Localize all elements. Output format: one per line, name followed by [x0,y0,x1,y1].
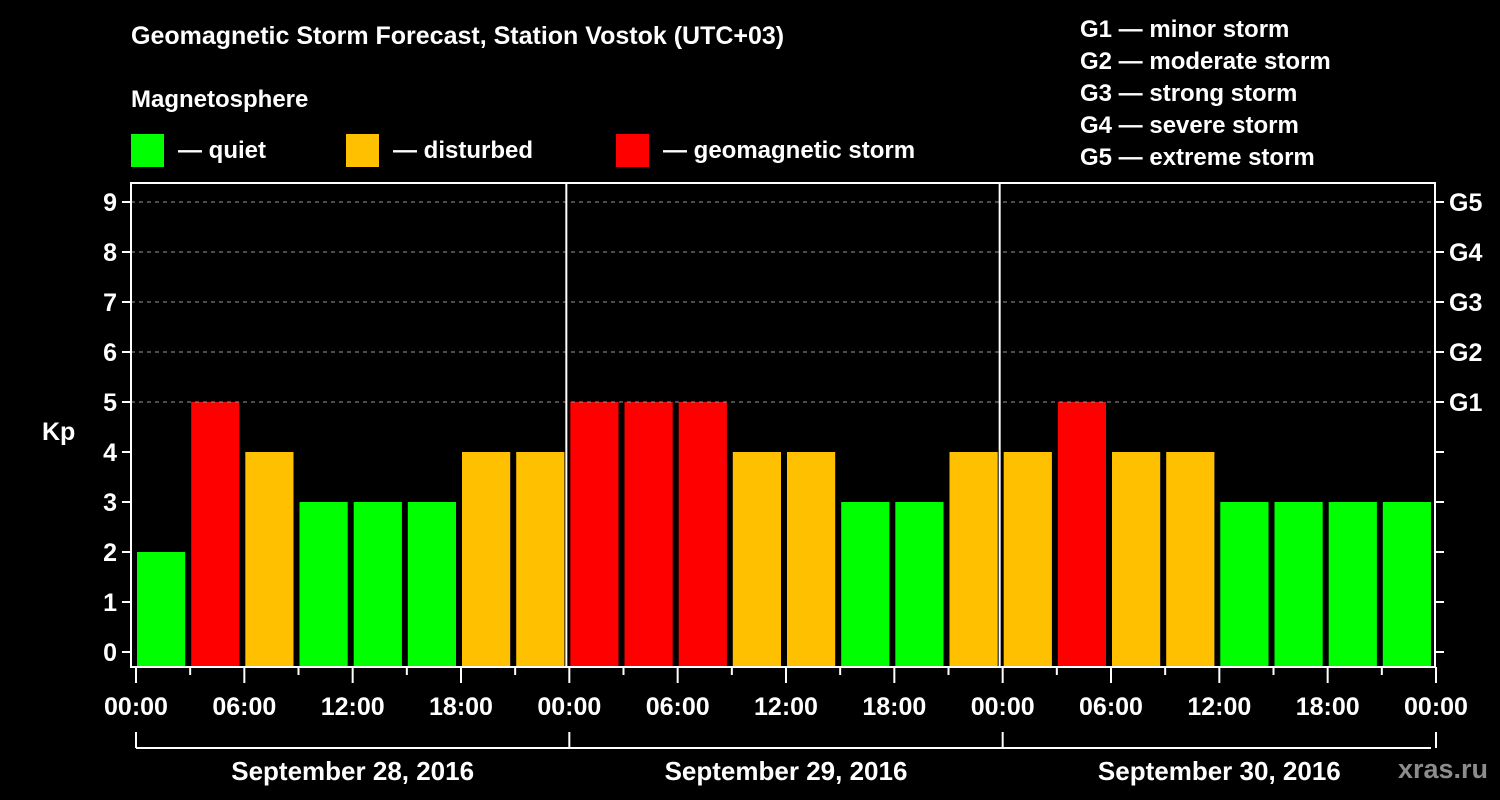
kp-bar [245,452,294,667]
storm-scale-g1: G1 — minor storm [1080,16,1290,43]
y-tick-label: 3 [103,489,117,517]
y-tick-label: 4 [103,439,117,467]
legend-item-disturbed: — disturbed [346,134,533,167]
x-tick-label: 12:00 [321,693,385,721]
kp-bar [1003,452,1052,667]
g-scale-label: G4 [1449,239,1482,267]
kp-bar [516,452,565,667]
watermark: xras.ru [1397,754,1488,784]
y-tick-label: 8 [103,239,117,267]
y-tick-label: 6 [103,339,117,367]
legend-label-disturbed: — disturbed [393,136,534,164]
y-tick-label: 9 [103,189,117,217]
legend-item-quiet: — quiet [131,134,266,167]
kp-bar [191,402,240,667]
kp-bar [462,452,511,667]
legend-swatch-disturbed [346,134,379,167]
kp-bar [841,502,890,667]
x-tick-label: 12:00 [754,693,818,721]
legend-swatch-storm [616,134,649,167]
x-tick-label: 18:00 [862,693,926,721]
y-tick-label: 5 [103,389,117,417]
y-tick-label: 7 [103,289,117,317]
g-scale-label: G5 [1449,189,1482,217]
legend-title: Magnetosphere [131,86,309,113]
g-scale-label: G3 [1449,289,1482,317]
kp-bar [137,552,186,667]
kp-bar [624,402,673,667]
kp-bar [570,402,619,667]
storm-scale-g3: G3 — strong storm [1080,80,1298,107]
x-tick-label: 00:00 [1404,693,1468,721]
legend-label-quiet: — quiet [178,136,266,164]
kp-bar [787,452,836,667]
kp-bar [1328,502,1377,667]
y-tick-label: 1 [103,589,117,617]
kp-bar [1166,452,1215,667]
x-tick-label: 18:00 [429,693,493,721]
kp-bar [1220,502,1269,667]
legend-label-storm: — geomagnetic storm [663,136,916,164]
chart-title: Geomagnetic Storm Forecast, Station Vost… [131,22,785,50]
legend-item-storm: — geomagnetic storm [616,134,915,167]
kp-bar [732,452,781,667]
x-tick-label: 06:00 [646,693,710,721]
x-tick-label: 00:00 [971,693,1035,721]
y-axis-label: Kp [42,418,75,446]
x-tick-label: 12:00 [1187,693,1251,721]
storm-scale-g2: G2 — moderate storm [1080,48,1331,75]
x-tick-label: 06:00 [212,693,276,721]
kp-bar [895,502,944,667]
storm-scale-g4: G4 — severe storm [1080,112,1299,139]
x-tick-label: 06:00 [1079,693,1143,721]
day-label: September 30, 2016 [1098,756,1341,786]
legend-swatch-quiet [131,134,164,167]
y-tick-label: 2 [103,539,117,567]
day-label: September 28, 2016 [231,756,474,786]
x-tick-label: 00:00 [104,693,168,721]
kp-bar [1382,502,1431,667]
kp-bar [1057,402,1106,667]
g-scale-label: G1 [1449,389,1482,417]
kp-bar [407,502,456,667]
kp-bar [949,452,998,667]
kp-bar [353,502,402,667]
x-tick-label: 18:00 [1296,693,1360,721]
kp-bar [678,402,727,667]
y-tick-label: 0 [103,639,117,667]
plot-frame [130,182,1436,668]
storm-scale-legend: G1 — minor storm G2 — moderate storm G3 … [1080,14,1331,174]
g-scale-label: G2 [1449,339,1482,367]
kp-bar [1274,502,1323,667]
kp-bar [1112,452,1161,667]
day-label: September 29, 2016 [665,756,908,786]
x-tick-label: 00:00 [537,693,601,721]
storm-scale-g5: G5 — extreme storm [1080,144,1315,171]
kp-bar [299,502,348,667]
